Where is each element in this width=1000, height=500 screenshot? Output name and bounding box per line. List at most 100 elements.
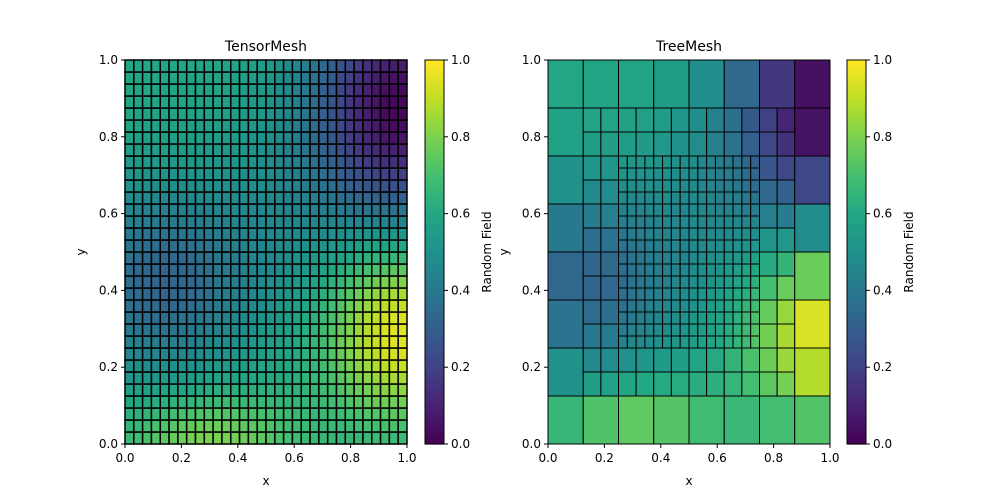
treemesh-colorbar-segment <box>847 85 866 90</box>
tensormesh-cell <box>326 239 338 253</box>
tensormesh-cell <box>371 71 382 85</box>
treemesh-cell <box>679 323 690 337</box>
treemesh-cell <box>653 395 690 445</box>
tensormesh-colorbar-segment <box>425 245 444 250</box>
tensormesh-cell <box>185 227 197 241</box>
tensormesh-cell <box>247 383 258 397</box>
tensormesh-cell <box>318 215 329 229</box>
treemesh-cell <box>582 155 602 181</box>
treemesh-cell <box>635 167 646 181</box>
treemesh-cell <box>644 287 655 301</box>
treemesh-cell <box>635 371 655 397</box>
treemesh-cell <box>697 299 708 313</box>
tensormesh-cell <box>344 335 355 349</box>
tensormesh-cell <box>133 251 144 265</box>
tensormesh-colorbar-label: Random Field <box>480 211 494 292</box>
treemesh-cell <box>794 155 831 205</box>
tensormesh-cell <box>335 275 347 289</box>
treemesh-cell <box>662 335 672 349</box>
treemesh-cell <box>723 215 734 229</box>
tensormesh-cell <box>265 419 276 433</box>
tensormesh-cell <box>371 107 382 121</box>
tensormesh-cell <box>185 407 197 421</box>
tensormesh-colorbar-segment <box>425 175 444 179</box>
tensormesh-cell <box>388 95 399 109</box>
tensormesh-cell <box>177 155 188 169</box>
tensormesh-colorbar-segment <box>425 248 444 253</box>
tensormesh-cell <box>185 431 197 445</box>
tensormesh-cell <box>388 107 399 121</box>
treemesh-cell <box>688 395 725 445</box>
tensormesh-cell <box>238 119 250 133</box>
tensormesh-cell <box>344 83 355 97</box>
tensormesh-cell <box>159 359 170 373</box>
treemesh-cell <box>697 203 708 217</box>
treemesh-cell <box>662 155 672 169</box>
tensormesh-cell <box>362 275 373 289</box>
tensormesh-cell <box>238 275 250 289</box>
tensormesh-cell <box>397 107 408 121</box>
treemesh-cell <box>626 215 637 229</box>
tensormesh-cell <box>379 383 391 397</box>
tensormesh-colorbar-segment <box>425 114 444 119</box>
tensormesh-colorbar-segment <box>425 386 444 391</box>
treemesh-cell <box>600 179 619 205</box>
tensormesh-cell <box>256 71 267 85</box>
tensormesh-cell <box>141 83 153 97</box>
tensormesh-cell <box>168 203 179 217</box>
treemesh-cell <box>582 251 602 277</box>
tensormesh-cell <box>291 275 302 289</box>
tensormesh-cell <box>274 287 285 301</box>
tensormesh-cell <box>326 59 338 73</box>
treemesh-y-tick-label: 0.6 <box>522 207 541 221</box>
tensormesh-colorbar: 0.00.20.40.60.81.0 <box>424 53 470 451</box>
tensormesh-cell <box>362 431 373 445</box>
tensormesh-cell <box>256 383 267 397</box>
tensormesh-cell <box>362 335 373 349</box>
tensormesh-cell <box>141 299 153 313</box>
treemesh-cell <box>688 155 699 169</box>
tensormesh-cell <box>282 107 294 121</box>
tensormesh-colorbar-segment <box>425 415 444 419</box>
tensormesh-cell <box>247 311 258 325</box>
treemesh-cell <box>723 299 734 313</box>
tensormesh-cell <box>326 287 338 301</box>
tensormesh-cell <box>168 251 179 265</box>
treemesh-colorbar-segment <box>847 437 866 442</box>
tensormesh-cell <box>371 203 382 217</box>
tensormesh-cell <box>141 419 153 433</box>
tensormesh-cell <box>256 59 267 73</box>
treemesh-cell <box>688 263 699 277</box>
tensormesh-cell <box>194 299 206 313</box>
tensormesh-cell <box>133 191 144 205</box>
treemesh-cell <box>776 251 796 277</box>
tensormesh-cell <box>388 59 399 73</box>
tensormesh-cell <box>335 407 347 421</box>
treemesh-cell <box>670 299 681 313</box>
tensormesh-cell <box>388 239 399 253</box>
treemesh-cell <box>582 395 619 445</box>
tensormesh-cell <box>133 299 144 313</box>
tensormesh-cell <box>150 83 161 97</box>
tensormesh-cell <box>150 323 161 337</box>
tensormesh-cell <box>344 239 355 253</box>
treemesh-cell <box>714 299 725 313</box>
tensormesh-colorbar-segment <box>425 344 444 349</box>
tensormesh-cell <box>335 371 347 385</box>
tensormesh-cell <box>335 155 347 169</box>
tensormesh-cell <box>238 95 250 109</box>
tensormesh-cell <box>185 215 197 229</box>
tensormesh-cell <box>335 71 347 85</box>
tensormesh-cell <box>141 275 153 289</box>
tensormesh-cell <box>318 131 329 145</box>
tensormesh-cell <box>133 95 144 109</box>
tensormesh-colorbar-segment <box>425 95 444 99</box>
treemesh-cell <box>618 335 628 349</box>
tensormesh-colorbar-segment <box>425 293 444 298</box>
treemesh-colorbar-segment <box>847 421 866 426</box>
treemesh-cell <box>670 203 681 217</box>
tensormesh-cell <box>344 179 355 193</box>
tensormesh-cell <box>379 95 391 109</box>
treemesh-cell <box>723 167 734 181</box>
tensormesh-cell <box>221 383 232 397</box>
